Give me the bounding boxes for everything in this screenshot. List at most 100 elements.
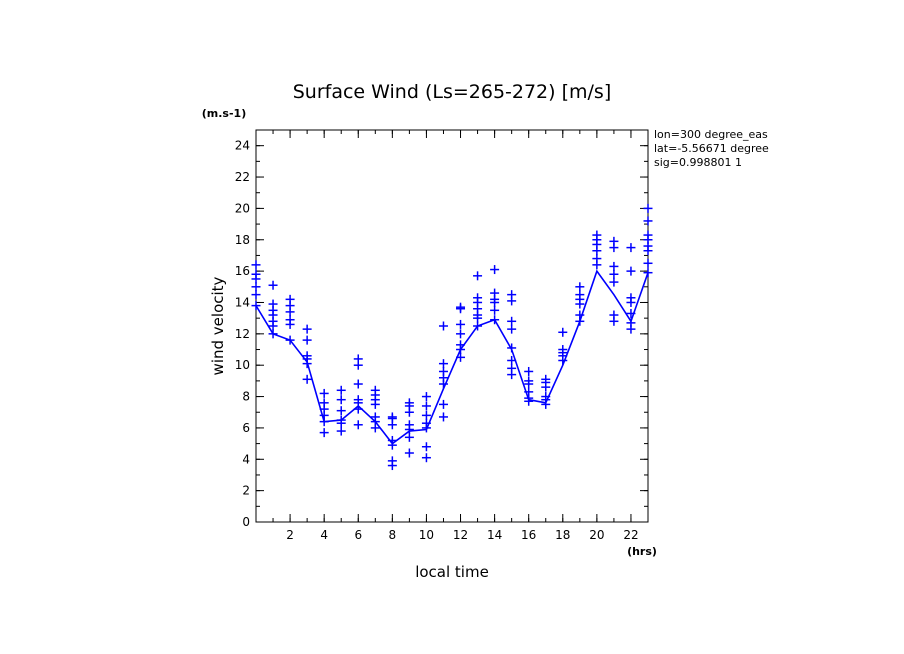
plot-marks: [251, 203, 653, 471]
x-tick-label: 10: [419, 528, 434, 542]
scatter-point: [387, 456, 397, 466]
scatter-point: [387, 435, 397, 445]
scatter-point: [251, 301, 261, 311]
scatter-point: [353, 354, 363, 364]
scatter-point: [387, 412, 397, 422]
scatter-point: [268, 299, 278, 309]
scatter-point: [643, 203, 653, 213]
info-line-lon: lon=300 degree_eas: [654, 128, 768, 141]
scatter-point: [438, 366, 448, 376]
scatter-point: [438, 399, 448, 409]
y-tick-label: 22: [235, 170, 250, 184]
y-tick-label: 2: [242, 484, 250, 498]
x-tick-label: 8: [389, 528, 397, 542]
scatter-point: [507, 355, 517, 365]
scatter-point: [609, 269, 619, 279]
scatter-point: [524, 387, 534, 397]
scatter-point: [575, 310, 585, 320]
x-tick-label: 2: [286, 528, 294, 542]
scatter-point: [268, 280, 278, 290]
scatter-point: [524, 366, 534, 376]
scatter-point: [456, 340, 466, 350]
scatter-point: [575, 290, 585, 300]
scatter-point: [456, 352, 466, 362]
scatter-point: [251, 290, 261, 300]
scatter-point: [319, 388, 329, 398]
scatter-point: [507, 324, 517, 334]
scatter-point: [268, 329, 278, 339]
scatter-point: [251, 260, 261, 270]
x-tick-label: 6: [354, 528, 362, 542]
scatter-point: [285, 335, 295, 345]
y-tick-label: 0: [242, 515, 250, 529]
scatter-point: [353, 395, 363, 405]
scatter-point: [507, 290, 517, 300]
scatter-point: [421, 453, 431, 463]
scatter-point: [251, 282, 261, 292]
scatter-point: [421, 418, 431, 428]
scatter-point: [643, 216, 653, 226]
scatter-point: [370, 412, 380, 422]
scatter-point: [438, 412, 448, 422]
scatter-point: [285, 294, 295, 304]
scatter-point: [251, 269, 261, 279]
y-tick-label: 18: [235, 233, 250, 247]
scatter-point: [404, 420, 414, 430]
scatter-point: [507, 316, 517, 326]
scatter-point: [421, 401, 431, 411]
scatter-point: [353, 420, 363, 430]
scatter-point: [507, 343, 517, 353]
scatter-point: [285, 315, 295, 325]
y-tick-label: 6: [242, 421, 250, 435]
scatter-point: [456, 329, 466, 339]
scatter-point: [490, 305, 500, 315]
scatter-point: [302, 374, 312, 384]
x-tick-label: 14: [487, 528, 502, 542]
scatter-point: [626, 243, 636, 253]
scatter-point: [524, 376, 534, 386]
scatter-point: [575, 282, 585, 292]
scatter-point: [643, 268, 653, 278]
scatter-point: [558, 327, 568, 337]
scatter-point: [626, 266, 636, 276]
y-tick-label: 8: [242, 390, 250, 404]
scatter-point: [473, 321, 483, 331]
y-unit-label: (m.s-1): [202, 107, 246, 120]
y-tick-label: 12: [235, 327, 250, 341]
scatter-point: [336, 385, 346, 395]
x-tick-label: 12: [453, 528, 468, 542]
scatter-point: [626, 318, 636, 328]
scatter-point: [558, 345, 568, 355]
y-tick-label: 16: [235, 264, 250, 278]
scatter-point: [438, 359, 448, 369]
scatter-point: [421, 392, 431, 402]
scatter-point: [456, 302, 466, 312]
scatter-point: [609, 310, 619, 320]
scatter-point: [302, 324, 312, 334]
scatter-point: [353, 379, 363, 389]
scatter-point: [302, 351, 312, 361]
x-unit-label: (hrs): [627, 545, 657, 558]
scatter-point: [319, 398, 329, 408]
scatter-point: [336, 426, 346, 436]
scatter-point: [302, 335, 312, 345]
x-tick-label: 22: [623, 528, 638, 542]
scatter-point: [404, 448, 414, 458]
scatter-point: [490, 288, 500, 298]
scatter-point: [404, 432, 414, 442]
scatter-point: [421, 410, 431, 420]
x-tick-label: 18: [555, 528, 570, 542]
scatter-point: [473, 293, 483, 303]
x-tick-label: 20: [589, 528, 604, 542]
scatter-point: [473, 271, 483, 281]
y-tick-label: 20: [235, 201, 250, 215]
scatter-point: [643, 258, 653, 268]
scatter-point: [609, 236, 619, 246]
x-axis-label: local time: [415, 563, 489, 581]
scatter-point: [336, 415, 346, 425]
y-tick-label: 4: [242, 452, 250, 466]
plot-frame: [255, 129, 649, 523]
scatter-point: [643, 230, 653, 240]
